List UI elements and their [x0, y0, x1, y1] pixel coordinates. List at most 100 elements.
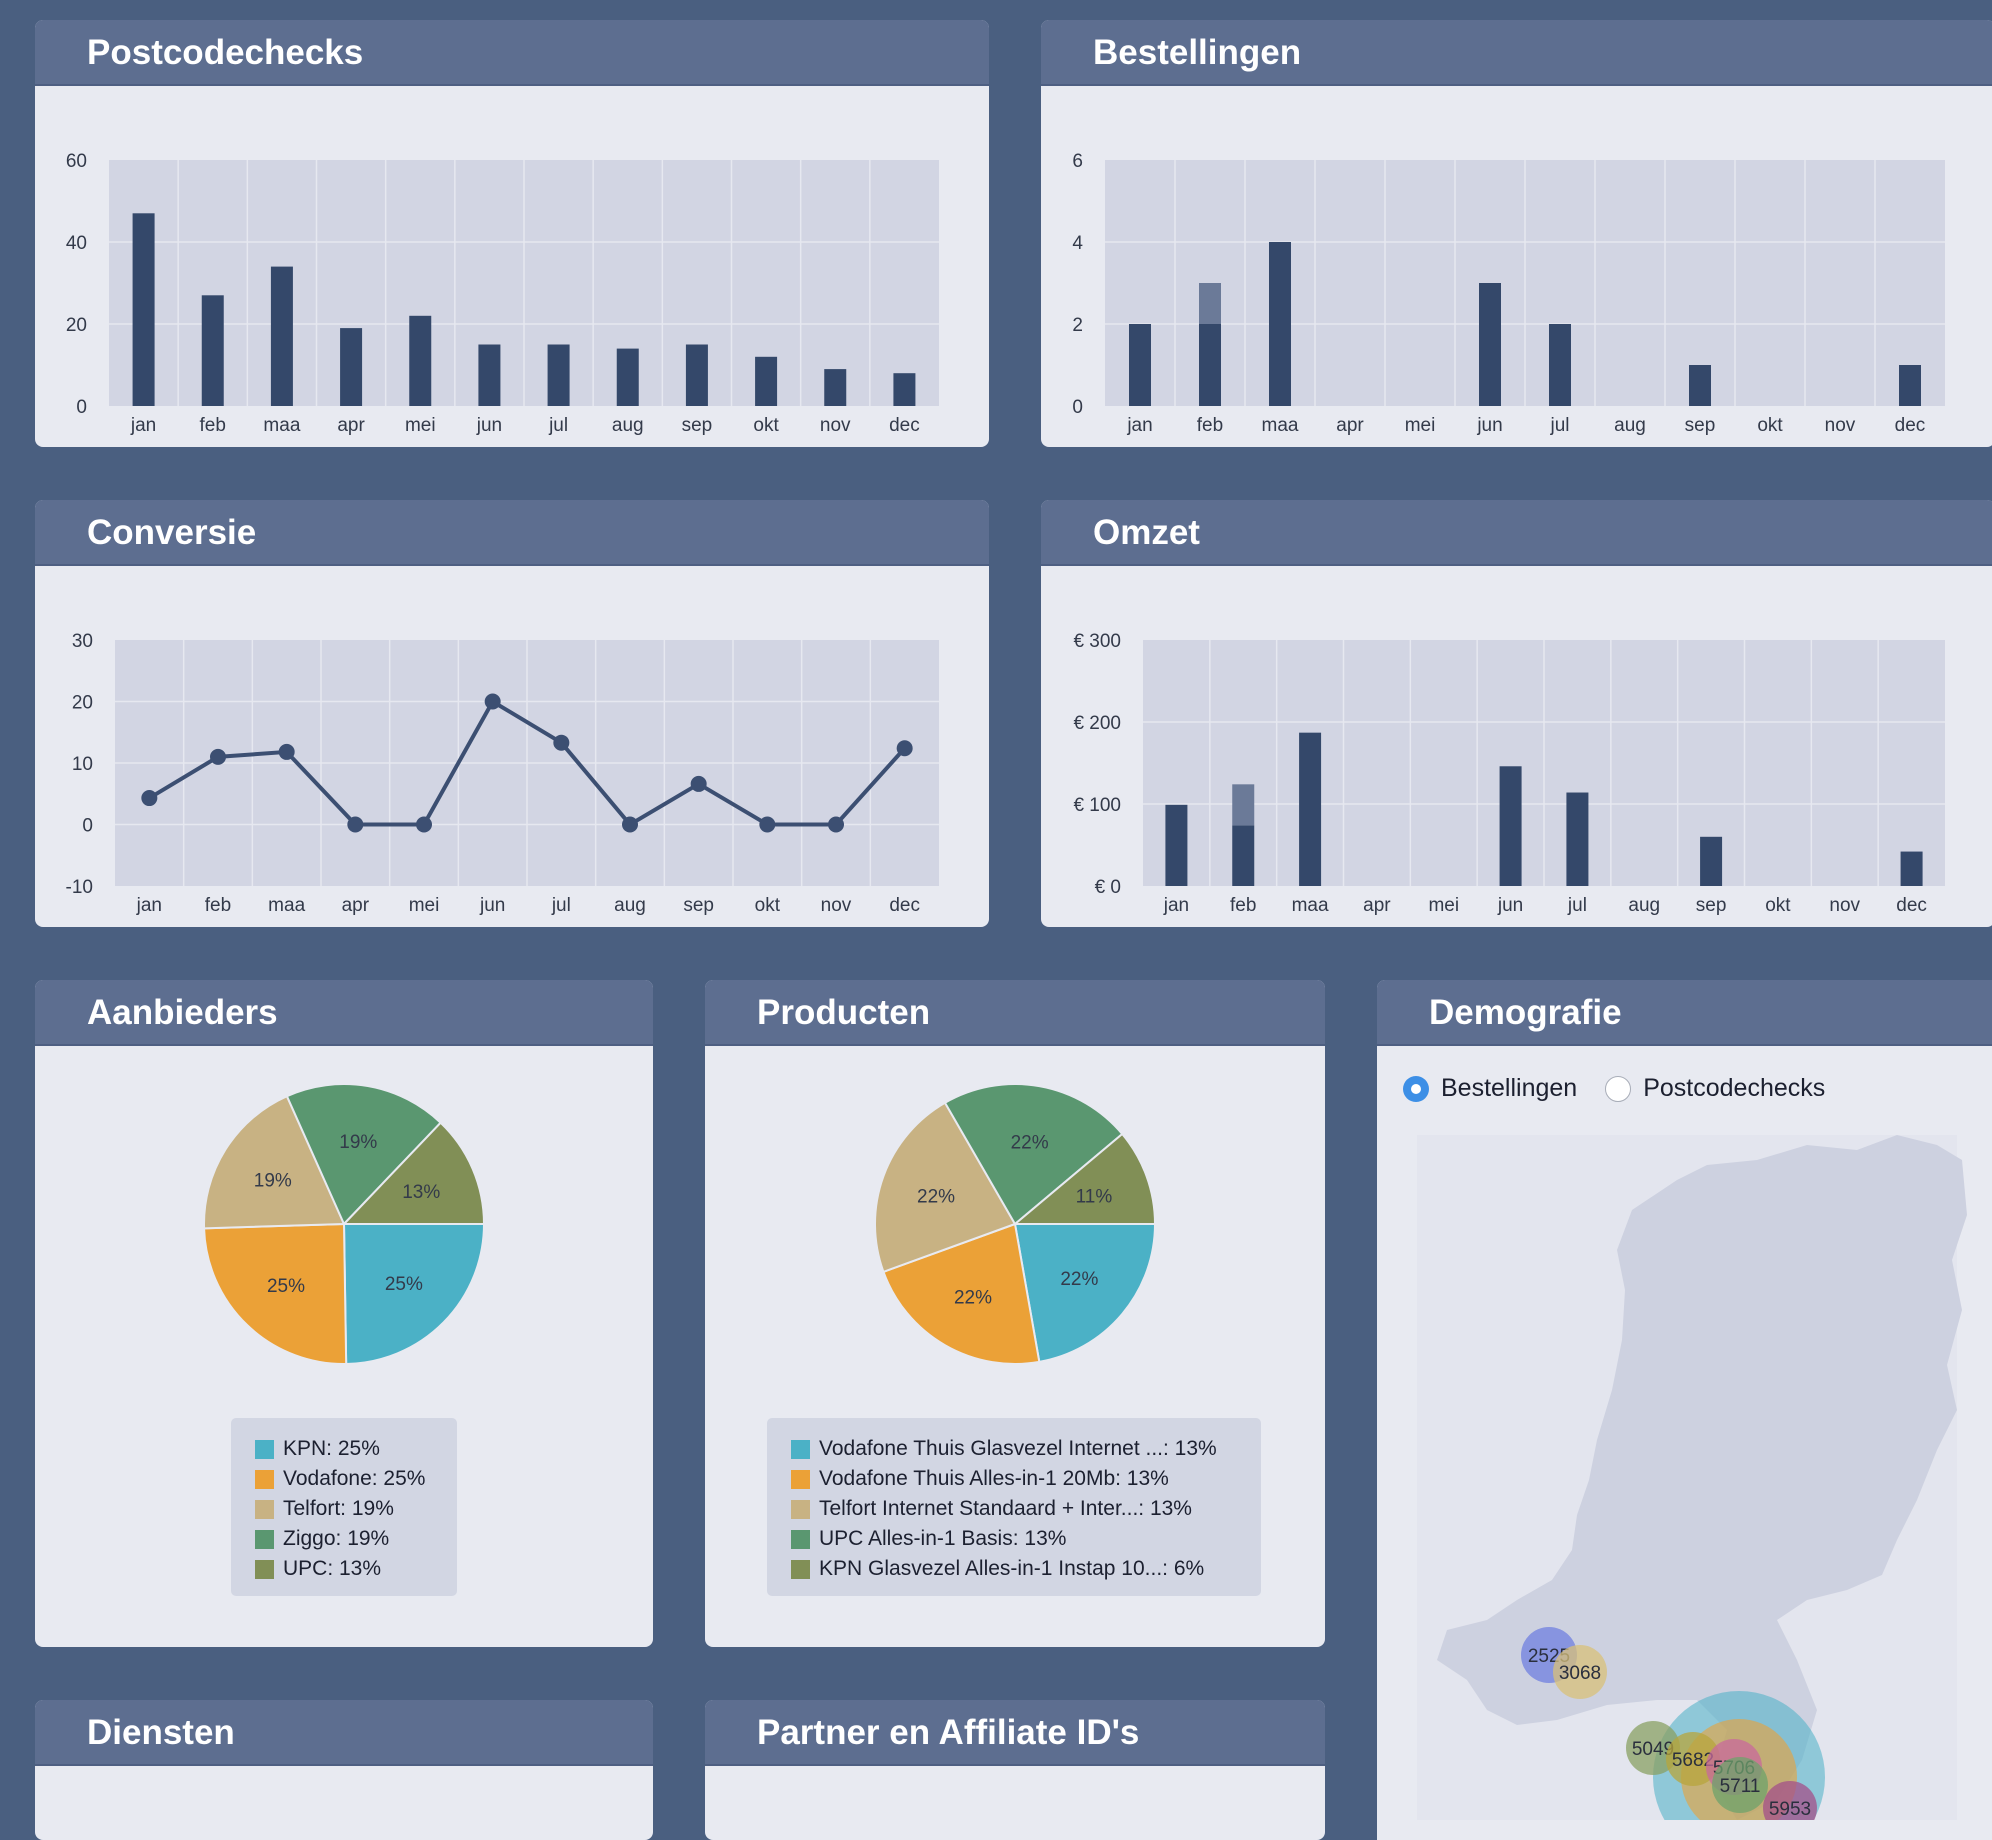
producten-pie-slice — [943, 1083, 1124, 1226]
producten-legend-label: Vodafone Thuis Alles-in-1 20Mb: 13% — [819, 1467, 1169, 1490]
map-bubble-label: 5049 — [1632, 1739, 1674, 1760]
netherlands-map: 252530685049568257065711595361416414 — [1417, 1135, 1967, 1820]
producten-legend-label: Vodafone Thuis Glasvezel Internet ...: 1… — [819, 1437, 1217, 1460]
producten-slice-label: 22% — [954, 1288, 992, 1309]
aanbieders-slice-label: 19% — [254, 1170, 292, 1191]
producten-pie-slice — [1013, 1223, 1157, 1364]
omzet-bar — [1566, 792, 1589, 886]
aanbieders-slice-label: 25% — [385, 1274, 423, 1295]
aanbieders-panel: Aanbieders 25% 25% 19% 19% 13% KPN: 25% Vodaf… — [35, 980, 653, 1647]
postcodechecks-ytick-label: 60 — [66, 151, 87, 172]
postcodechecks-xtick-label: jun — [476, 415, 502, 436]
aanbieders-title: Aanbieders — [35, 980, 653, 1046]
conversie-point — [828, 816, 844, 833]
postcodechecks-ytick-label: 0 — [76, 397, 87, 418]
producten-legend-label: UPC Alles-in-1 Basis: 13% — [819, 1527, 1067, 1550]
aanbieders-pie-slice — [341, 1121, 486, 1225]
aanbieders-legend-label: UPC: 13% — [283, 1557, 382, 1580]
bestellingen-bar — [1269, 242, 1291, 406]
postcodechecks-xtick-label: sep — [682, 415, 713, 436]
conversie-point — [622, 816, 638, 833]
conversie-xtick-label: nov — [821, 895, 852, 916]
bestellingen-xtick-label: nov — [1825, 415, 1856, 436]
conversie-line — [148, 698, 907, 828]
aanbieders-pie-slice — [285, 1083, 443, 1226]
postcodechecks-bar — [893, 373, 916, 406]
postcodechecks-xtick-label: mei — [405, 415, 436, 436]
bestellingen-bar — [1199, 283, 1221, 324]
conversie-point — [484, 693, 501, 710]
bestellingen-xtick-label: sep — [1685, 415, 1716, 436]
producten-slice-label: 11% — [1076, 1186, 1113, 1207]
producten-legend-swatch — [791, 1469, 810, 1489]
postcodechecks-radio[interactable] — [1605, 1075, 1632, 1102]
aanbieders-slice-label: 13% — [402, 1182, 440, 1203]
conversie-ytick-label: 10 — [72, 754, 93, 775]
bestellingen-xtick-label: jan — [1126, 415, 1152, 436]
aanbieders-legend-swatch — [255, 1559, 274, 1579]
conversie-xtick-label: jun — [479, 895, 505, 916]
producten-pie-slice — [1012, 1132, 1157, 1225]
aanbieders-legend-item: KPN: 25% — [255, 1434, 433, 1464]
map-bubble[interactable]: 5711 — [1712, 1757, 1768, 1813]
conversie-point — [141, 790, 158, 807]
postcodechecks-chart: 0 20 40 60 jan feb maa apr mei jun jul aug sep okt nov… — [66, 151, 939, 436]
bestellingen-xtick-label: jul — [1549, 415, 1569, 436]
map-bubble-label: 5682 — [1672, 1750, 1714, 1771]
postcodechecks-panel: Postcodechecks 0 20 40 60 jan feb maa apr mei jun… — [35, 20, 989, 447]
postcodechecks-ytick-label: 40 — [66, 233, 87, 254]
postcodechecks-bar — [340, 328, 363, 406]
conversie-xtick-label: dec — [889, 895, 920, 916]
diensten-title: Diensten — [35, 1700, 653, 1766]
omzet-xtick-label: jul — [1567, 895, 1587, 916]
bestellingen-bar — [1549, 324, 1571, 406]
conversie-xtick-label: jan — [136, 895, 162, 916]
postcodechecks-bar — [547, 344, 570, 406]
bestellingen-xtick-label: feb — [1197, 415, 1223, 436]
map-bubble[interactable]: 5682 — [1666, 1732, 1720, 1786]
producten-legend-label: KPN Glasvezel Alles-in-1 Instap 10...: 6… — [819, 1557, 1205, 1580]
conversie-ytick-label: 20 — [72, 693, 93, 714]
omzet-ytick-label: € 0 — [1095, 877, 1121, 898]
postcodechecks-xtick-label: aug — [612, 415, 644, 436]
bestellingen-ytick-label: 2 — [1072, 315, 1083, 336]
postcodechecks-xtick-label: nov — [820, 415, 851, 436]
bestellingen-radio[interactable] — [1403, 1075, 1429, 1102]
conversie-xtick-label: feb — [205, 895, 231, 916]
producten-slice-label: 22% — [1011, 1132, 1049, 1153]
bestellingen-title: Bestellingen — [1041, 20, 1992, 86]
bestellingen-radio-label[interactable]: Bestellingen — [1441, 1074, 1578, 1102]
producten-panel: Producten 22% 22% 22% 22% 11% Vodafone Thuis… — [705, 980, 1325, 1647]
aanbieders-pie-slice — [203, 1094, 346, 1230]
postcodechecks-bar — [201, 295, 224, 406]
postcodechecks-radio-label[interactable]: Postcodechecks — [1643, 1074, 1826, 1102]
omzet-bar — [1900, 851, 1923, 886]
conversie-point — [210, 748, 226, 765]
producten-legend-item: Vodafone Thuis Glasvezel Internet ...: 1… — [791, 1434, 1237, 1464]
omzet-ytick-label: € 200 — [1073, 713, 1121, 734]
demografie-title: Demografie — [1377, 980, 1992, 1046]
postcodechecks-bar — [409, 315, 432, 406]
producten-legend-swatch — [791, 1439, 810, 1459]
producten-legend-swatch — [791, 1529, 810, 1549]
producten-pie-slice — [882, 1222, 1041, 1365]
conversie-xtick-label: apr — [342, 895, 370, 916]
postcodechecks-xtick-label: dec — [889, 415, 920, 436]
aanbieders-legend-item: Telfort: 19% — [255, 1494, 433, 1524]
postcodechecks-bar — [132, 213, 155, 406]
map-bubble-label: 5953 — [1769, 1799, 1811, 1820]
bestellingen-xtick-label: dec — [1895, 415, 1926, 436]
bestellingen-chart: 0 2 4 6 jan feb maa apr mei jun jul aug sep okt nov dec — [1072, 151, 1945, 436]
conversie-point — [896, 740, 913, 757]
aanbieders-legend-item: Vodafone: 25% — [255, 1464, 433, 1494]
conversie-xtick-label: sep — [683, 895, 714, 916]
partner-title: Partner en Affiliate ID's — [705, 1700, 1325, 1766]
aanbieders-legend-swatch — [255, 1499, 274, 1519]
map-bubble[interactable]: 3068 — [1553, 1645, 1607, 1699]
conversie-xtick-label: mei — [409, 895, 440, 916]
aanbieders-legend-swatch — [255, 1439, 274, 1459]
conversie-point — [278, 743, 295, 760]
aanbieders-legend-item: Ziggo: 19% — [255, 1524, 433, 1554]
conversie-point — [553, 734, 570, 751]
bestellingen-bar — [1689, 365, 1711, 406]
